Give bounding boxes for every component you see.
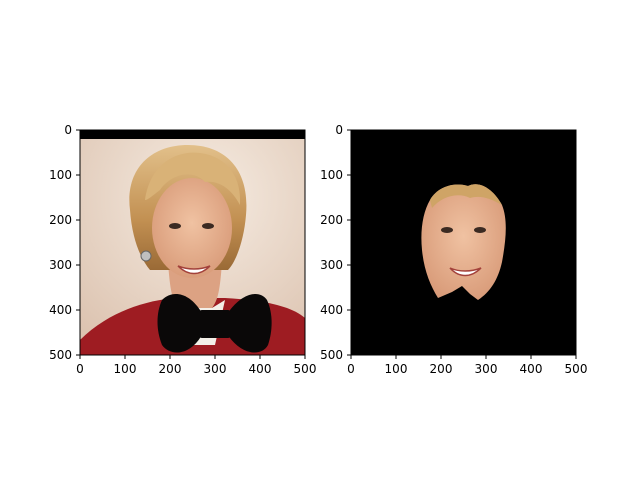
left-x-tick-label: 300 <box>204 362 227 376</box>
left-y-tick-label: 300 <box>49 258 72 272</box>
right-y-tick-label: 0 <box>335 123 343 137</box>
right-y-tick-label: 200 <box>320 213 343 227</box>
left-x-tick-label: 500 <box>294 362 317 376</box>
right-image <box>351 130 576 355</box>
left-image <box>80 130 305 355</box>
right-x-tick-label: 0 <box>347 362 355 376</box>
bow-tie <box>157 294 272 353</box>
left-axis-ticks: 0 100 200 300 400 500 0 100 200 300 400 500 <box>49 123 316 376</box>
left-x-tick-label: 200 <box>159 362 182 376</box>
right-axis-ticks: 0 100 200 300 400 500 0 100 200 300 400 500 <box>320 123 587 376</box>
left-y-tick-label: 200 <box>49 213 72 227</box>
right-y-tick-label: 300 <box>320 258 343 272</box>
right-x-tick-label: 200 <box>430 362 453 376</box>
right-x-tick-label: 100 <box>385 362 408 376</box>
left-y-tick-label: 500 <box>49 348 72 362</box>
left-x-tick-label: 400 <box>249 362 272 376</box>
right-y-tick-label: 100 <box>320 168 343 182</box>
left-x-tick-label: 100 <box>114 362 137 376</box>
right-axes-frame <box>350 129 577 356</box>
right-x-tick-label: 400 <box>520 362 543 376</box>
left-y-tick-label: 400 <box>49 303 72 317</box>
right-y-tick-label: 500 <box>320 348 343 362</box>
right-x-tick-label: 300 <box>475 362 498 376</box>
right-x-tick-label: 500 <box>565 362 588 376</box>
left-axes-frame <box>79 129 306 356</box>
left-y-tick-label: 100 <box>49 168 72 182</box>
left-y-tick-label: 0 <box>64 123 72 137</box>
left-x-tick-label: 0 <box>76 362 84 376</box>
right-y-tick-label: 400 <box>320 303 343 317</box>
